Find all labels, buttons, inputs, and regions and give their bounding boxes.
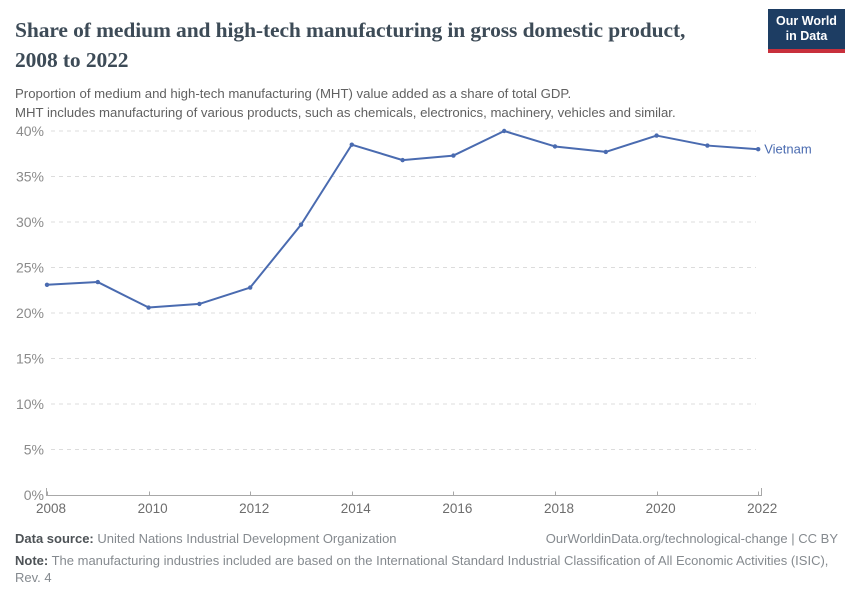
y-axis-label: 10% xyxy=(16,396,44,412)
y-axis-label: 40% xyxy=(16,123,44,139)
line-chart-plot-area[interactable]: 0% 5% 10% 15% 20% 25% 30% 35% 40% 2008 2010 2012 201… xyxy=(0,115,850,527)
note-value: The manufacturing industries included ar… xyxy=(15,553,829,585)
data-source: Data source: United Nations Industrial D… xyxy=(15,531,397,547)
data-point xyxy=(654,133,659,138)
y-axis-label: 20% xyxy=(16,305,44,321)
y-axis-label: 25% xyxy=(16,260,44,276)
x-axis-label: 2012 xyxy=(239,501,269,516)
data-source-value: United Nations Industrial Development Or… xyxy=(97,531,397,546)
subtitle-line-2: MHT includes manufacturing of various pr… xyxy=(15,104,676,120)
license-link[interactable]: CC BY xyxy=(798,531,838,546)
footer-separator: | xyxy=(791,531,795,546)
data-point xyxy=(197,301,202,307)
logo-line1: Our World xyxy=(776,13,837,28)
data-point xyxy=(349,142,354,147)
data-line-vietnam xyxy=(46,130,760,309)
x-axis-label: 2022 xyxy=(747,501,777,516)
data-point xyxy=(95,279,101,285)
data-point xyxy=(756,147,761,152)
x-axis-label: 2014 xyxy=(341,501,372,516)
chart-note: Note: The manufacturing industries inclu… xyxy=(15,552,838,586)
data-point xyxy=(705,143,710,148)
subtitle-line-1: Proportion of medium and high-tech manuf… xyxy=(15,86,572,101)
footer-links: OurWorldinData.org/technological-change … xyxy=(546,531,838,547)
logo-line2: in Data xyxy=(785,29,828,43)
x-axis-label: 2016 xyxy=(442,501,472,516)
y-axis-label: 35% xyxy=(16,169,44,185)
data-point xyxy=(552,144,558,149)
chart-subtitle: Proportion of medium and high-tech manuf… xyxy=(15,85,820,122)
y-axis-label: 0% xyxy=(24,487,44,503)
data-point xyxy=(603,149,608,155)
x-axis-label: 2020 xyxy=(646,501,676,516)
owid-logo: Our World in Data xyxy=(768,9,845,53)
chart-footer: Data source: United Nations Industrial D… xyxy=(15,531,838,586)
data-point xyxy=(298,222,304,227)
page-title: Share of medium and high-tech manufactur… xyxy=(15,18,686,72)
y-axis-label: 15% xyxy=(16,351,44,367)
data-source-label: Data source: xyxy=(15,531,94,546)
y-axis-label: 30% xyxy=(16,214,44,230)
data-point xyxy=(248,285,253,290)
data-point xyxy=(146,305,151,310)
data-point xyxy=(400,157,405,163)
owid-url-link[interactable]: OurWorldinData.org/technological-change xyxy=(545,531,788,546)
y-axis-label: 5% xyxy=(24,442,44,458)
x-axis-label: 2008 xyxy=(36,501,66,516)
x-axis-label: 2018 xyxy=(544,501,574,516)
chart-canvas[interactable]: 0% 5% 10% 15% 20% 25% 30% 35% 40% 2008 2010 2012 201… xyxy=(0,115,850,527)
data-point xyxy=(44,282,50,287)
note-label: Note: xyxy=(15,553,49,568)
data-point xyxy=(451,153,456,158)
x-axis-label: 2010 xyxy=(138,501,168,516)
data-point xyxy=(502,128,507,134)
series-label-vietnam: Vietnam xyxy=(764,142,811,157)
